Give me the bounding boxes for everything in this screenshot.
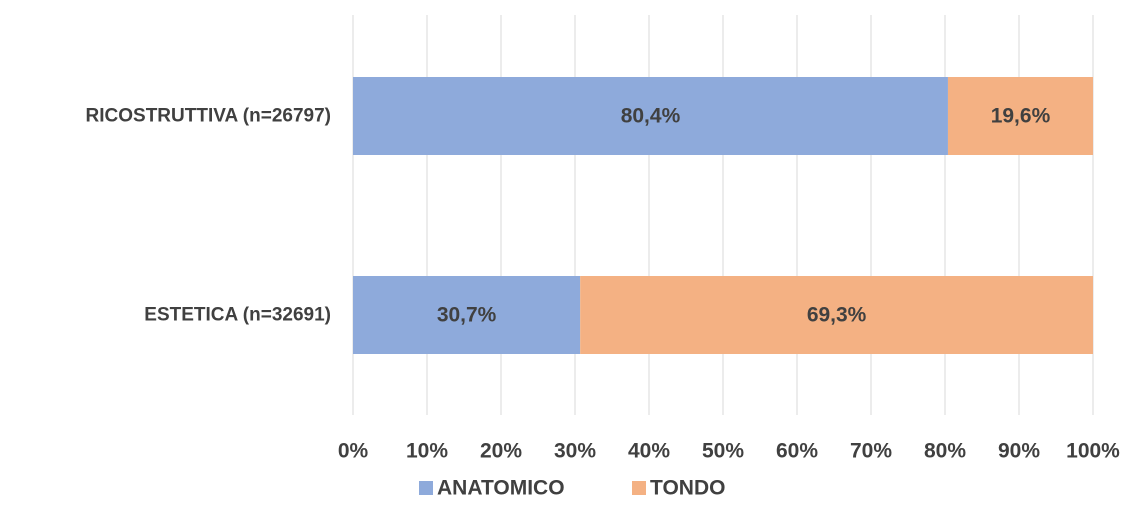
- x-tick-label: 20%: [480, 440, 522, 463]
- data-label: 69,3%: [807, 304, 867, 327]
- x-tick-label: 60%: [776, 440, 818, 463]
- legend-label-tondo: TONDO: [650, 477, 725, 500]
- legend-label-anatomico: ANATOMICO: [437, 477, 565, 500]
- x-tick-label: 30%: [554, 440, 596, 463]
- category-label: ESTETICA (n=32691): [144, 305, 331, 326]
- x-tick-label: 50%: [702, 440, 744, 463]
- x-tick-label: 40%: [628, 440, 670, 463]
- legend-swatch-tondo: [632, 481, 646, 495]
- x-tick-label: 10%: [406, 440, 448, 463]
- gridlines: [352, 15, 1094, 415]
- x-tick-label: 80%: [924, 440, 966, 463]
- legend: ANATOMICO TONDO: [419, 477, 725, 500]
- bar-segment-tondo: [580, 276, 1093, 354]
- x-tick-label: 70%: [850, 440, 892, 463]
- data-label: 19,6%: [991, 105, 1051, 128]
- legend-swatch-anatomico: [419, 481, 433, 495]
- category-label: RICOSTRUTTIVA (n=26797): [86, 106, 331, 127]
- bar-segment-anatomico: [353, 276, 581, 354]
- category-labels: RICOSTRUTTIVA (n=26797) ESTETICA (n=32691…: [86, 106, 331, 326]
- data-label: 80,4%: [621, 105, 681, 128]
- x-tick-label: 100%: [1066, 440, 1120, 463]
- bars: 80,4% 19,6% 30,7% 69,3%: [353, 77, 1093, 354]
- x-tick-label: 0%: [338, 440, 369, 463]
- x-axis-ticks: 0% 10% 20% 30% 40% 50% 60% 70% 80% 90% 100%: [338, 440, 1120, 463]
- data-label: 30,7%: [437, 304, 497, 327]
- bar-segment-tondo: [947, 77, 1093, 155]
- x-tick-label: 90%: [998, 440, 1040, 463]
- bar-segment-anatomico: [353, 77, 948, 155]
